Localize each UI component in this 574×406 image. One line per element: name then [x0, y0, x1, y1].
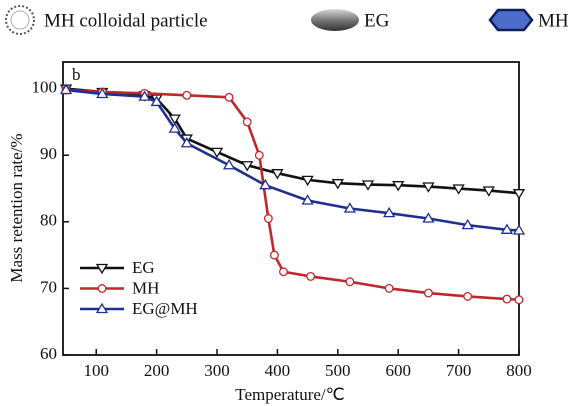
- marker: [502, 294, 512, 304]
- y-tick-label: 100: [32, 78, 58, 97]
- series-line: [65, 87, 520, 195]
- marker: [259, 178, 272, 190]
- plot-frame: [62, 61, 520, 356]
- marker: [59, 83, 73, 95]
- marker: [383, 206, 396, 218]
- y-tick-label: 60: [40, 344, 57, 363]
- marker: [384, 283, 394, 293]
- marker: [512, 224, 526, 235]
- x-tick-label: 600: [385, 361, 411, 380]
- marker: [138, 90, 151, 101]
- marker: [306, 271, 316, 281]
- marker: [168, 122, 181, 133]
- top-legend-label: MH colloidal particle: [44, 10, 208, 31]
- legend-label: EG@MH: [132, 299, 198, 318]
- x-axis-title: Temperature/℃: [235, 385, 344, 404]
- x-tick-label: 500: [325, 361, 351, 380]
- marker: [269, 250, 279, 260]
- x-tick-label: 300: [204, 361, 230, 380]
- marker: [461, 218, 474, 230]
- legend-label: EG: [132, 258, 155, 277]
- marker: [500, 223, 514, 234]
- marker: [96, 87, 109, 99]
- marker: [452, 184, 465, 195]
- marker: [301, 194, 314, 205]
- marker: [271, 169, 284, 180]
- marker: [422, 182, 435, 193]
- marker: [512, 189, 526, 200]
- panel-label: b: [72, 65, 81, 84]
- marker: [279, 267, 288, 277]
- marker: [222, 158, 236, 170]
- marker: [150, 95, 163, 107]
- y-axis-title: Mass retention rate/%: [7, 133, 26, 282]
- y-tick-label: 80: [40, 211, 57, 230]
- legend-marker: [97, 284, 107, 293]
- x-tick-label: 400: [265, 361, 291, 380]
- y-tick-label: 90: [40, 144, 57, 163]
- marker: [301, 175, 314, 187]
- marker: [263, 214, 273, 223]
- x-tick-label: 100: [83, 361, 109, 380]
- particle-icon-core: [10, 10, 30, 30]
- marker: [254, 150, 264, 160]
- y-tick-label: 70: [40, 277, 57, 296]
- marker: [423, 288, 433, 298]
- marker: [168, 114, 181, 125]
- marker: [343, 202, 357, 213]
- x-tick-label: 700: [446, 361, 472, 380]
- series-line: [65, 88, 520, 232]
- marker: [361, 180, 375, 191]
- eg-icon: [311, 9, 359, 31]
- marker: [224, 92, 234, 102]
- x-tick-label: 800: [506, 361, 532, 380]
- marker: [180, 136, 193, 148]
- marker: [345, 277, 355, 287]
- marker: [242, 117, 252, 127]
- marker: [182, 90, 192, 100]
- marker: [422, 212, 435, 223]
- legend-marker: [95, 263, 109, 275]
- marker: [514, 295, 524, 305]
- marker: [241, 161, 254, 172]
- x-tick-label: 200: [144, 361, 170, 380]
- marker: [482, 186, 495, 197]
- top-legend-label: EG: [364, 10, 390, 31]
- legend-label: MH: [132, 278, 159, 297]
- legend-marker: [95, 302, 109, 314]
- marker: [463, 291, 473, 301]
- marker: [210, 147, 224, 159]
- mh-icon: [488, 8, 534, 32]
- top-legend-label: MH: [538, 10, 569, 31]
- marker: [331, 179, 344, 190]
- particle-icon: [5, 5, 35, 35]
- marker: [392, 181, 405, 192]
